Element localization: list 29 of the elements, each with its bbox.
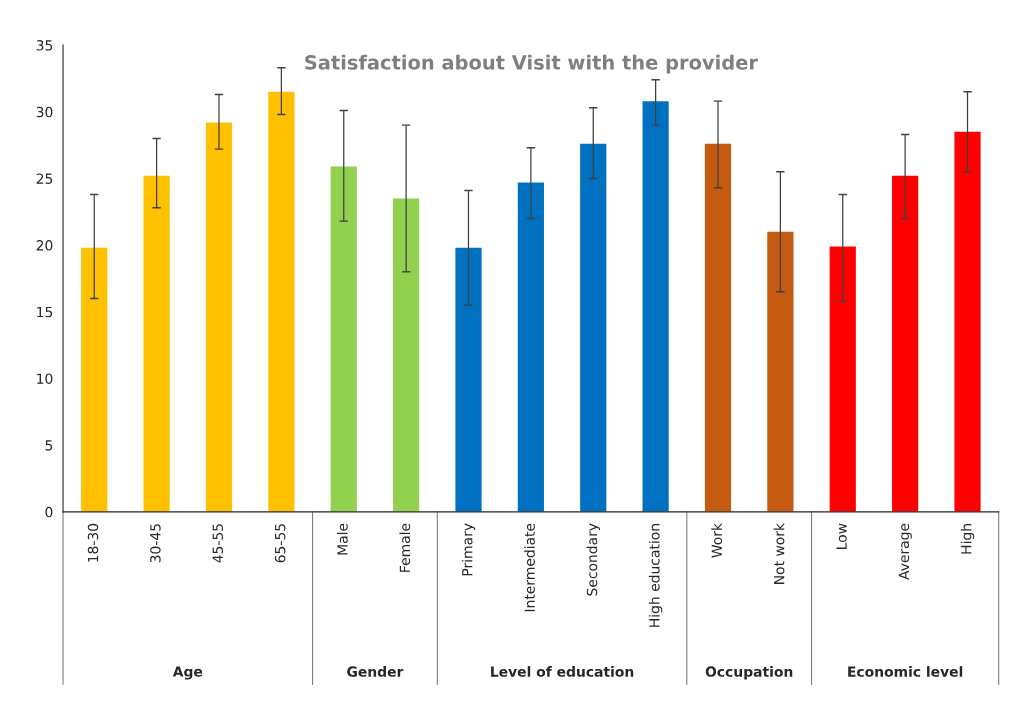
x-tick-label: 18-30 [87,523,99,562]
y-tick-label: 35 [36,40,53,51]
y-tick-label: 5 [45,440,53,451]
text: Gender [347,666,404,677]
x-tick-label: High [960,524,975,554]
x-tick-label: Low [836,523,847,549]
x-tick-label: Work [711,522,723,558]
x-tick-label: Primary [461,523,476,576]
text: Age [172,666,203,680]
y-tick-label: 10 [37,373,53,384]
x-tick-label: Intermediate [524,523,535,612]
x-tick-label: High education [648,524,663,627]
y-tick-label: 25 [36,173,53,184]
text: Economic level [848,666,963,677]
x-tick-label: Secondary [586,523,600,596]
x-tick-label: Average [898,523,912,580]
y-tick-label: 0 [45,506,53,518]
y-tick-label: 20 [36,240,53,251]
y-tick-label: 15 [37,306,53,318]
text: Level of education [491,666,634,677]
x-tick-label: Not work [773,522,785,584]
x-tick-label: Female [399,523,411,572]
x-tick-label: Male [337,523,348,555]
x-tick-label: 30-45 [150,524,161,563]
chart-title: Satisfaction about Visit with the provider [305,54,758,74]
x-tick-label: 45-55 [212,524,224,563]
y-tick-label: 30 [36,106,53,118]
x-tick-label: 65-55 [274,524,286,563]
text: Occupation [705,666,793,680]
